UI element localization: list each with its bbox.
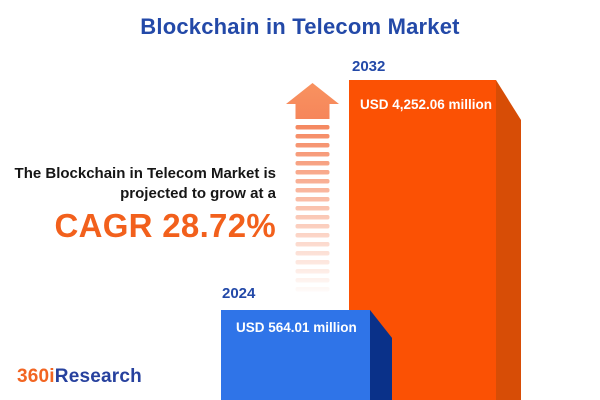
growth-arrow-icon: [286, 83, 339, 293]
page-title: Blockchain in Telecom Market: [140, 14, 460, 39]
annotation-line-2: projected to grow at a: [120, 185, 276, 202]
brand-logo: 360iResearch: [17, 366, 142, 388]
annotation-line-1: The Blockchain in Telecom Market is: [14, 165, 276, 182]
bar-2024: [221, 310, 370, 400]
bar-2032-side-3d: [496, 80, 521, 400]
bar-value-2024: USD 564.01 million: [236, 320, 357, 335]
bar-2024-side-3d: [370, 310, 392, 400]
bar-year-label-2032: 2032: [352, 58, 386, 75]
brand-logo-360i: 360i: [17, 366, 55, 387]
brand-logo-research: Research: [54, 366, 142, 387]
cagr-value: CAGR 28.72%: [54, 207, 276, 244]
arrow-head: [286, 83, 339, 119]
bar-value-2032: USD 4,252.06 million: [360, 97, 493, 112]
bar-year-label-2024: 2024: [222, 285, 256, 302]
growth-annotation: The Blockchain in Telecom Market is proj…: [0, 164, 276, 245]
